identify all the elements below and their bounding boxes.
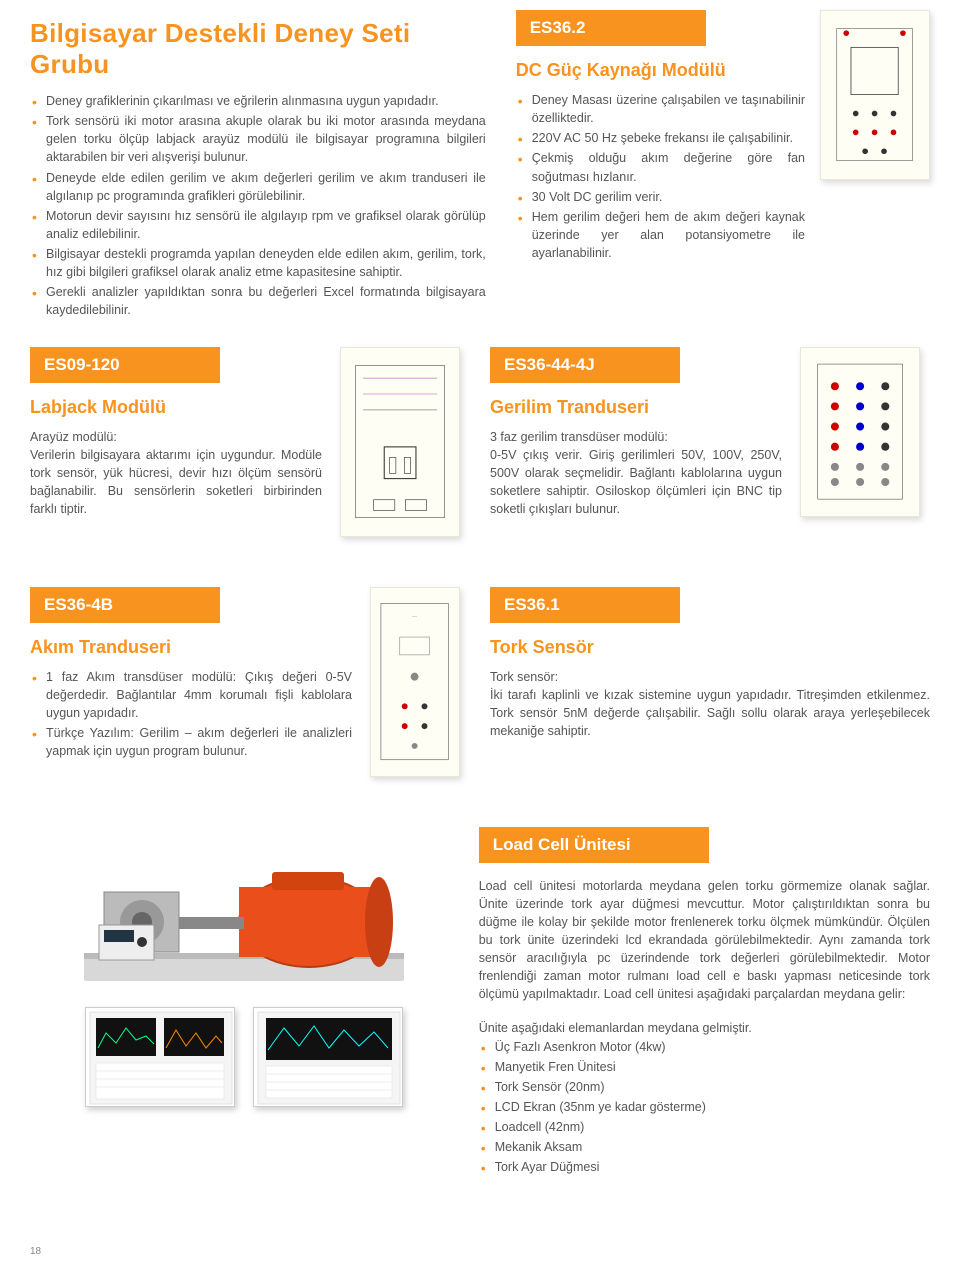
es09120-lead: Arayüz modülü: [30,428,322,446]
intro-block: Bilgisayar Destekli Deney Seti Grubu Den… [30,10,486,322]
es361-desc: İki tarafı kaplinli ve kızak sistemine u… [490,686,930,740]
es36444j-title: Gerilim Tranduseri [490,397,782,418]
loadcell-tag: Load Cell Ünitesi [479,827,709,863]
es36444j-lead: 3 faz gerilim transdüser modülü: [490,428,782,446]
loadcell-bullet: Loadcell (42nm) [481,1118,930,1136]
es361-title: Tork Sensör [490,637,930,658]
es364b-thumb: — [370,587,460,777]
es36444j-thumb [800,347,920,517]
es361-block: ES36.1 Tork Sensör Tork sensör: İki tara… [490,587,930,741]
loadcell-list-lead: Ünite aşağıdaki elemanlardan meydana gel… [479,1019,930,1037]
es361-lead: Tork sensör: [490,668,930,686]
es364b-block: ES36-4B Akım Tranduseri 1 faz Akım trans… [30,587,470,777]
intro-bullet: Bilgisayar destekli programda yapılan de… [32,245,486,281]
motor-photo [64,827,424,997]
page-number: 18 [0,1238,960,1265]
es362-bullets: Deney Masası üzerine çalışabilen ve taşı… [516,91,805,262]
es36444j-desc: 0-5V çıkış verir. Giriş gerilimleri 50V,… [490,446,782,519]
es09120-desc: Verilerin bilgisayara aktarımı için uygu… [30,446,322,519]
es09120-thumb [340,347,460,537]
loadcell-bullet: Tork Sensör (20nm) [481,1078,930,1096]
intro-bullet: Motorun devir sayısını hız sensörü ile a… [32,207,486,243]
es364b-tag: ES36-4B [30,587,220,623]
loadcell-desc: Load cell ünitesi motorlarda meydana gel… [479,877,930,1004]
es361-tag: ES36.1 [490,587,680,623]
es362-bullet: Çekmiş olduğu akım değerine göre fan soğ… [518,149,805,185]
intro-bullet: Gerekli analizler yapıldıktan sonra bu d… [32,283,486,319]
es09120-block: ES09-120 Labjack Modülü Arayüz modülü: V… [30,347,470,537]
loadcell-bullet: Mekanik Aksam [481,1138,930,1156]
intro-bullet: Deneyde elde edilen gerilim ve akım değe… [32,169,486,205]
es362-bullet: Deney Masası üzerine çalışabilen ve taşı… [518,91,805,127]
loadcell-bullets: Üç Fazlı Asenkron Motor (4kw) Manyetik F… [479,1038,930,1177]
es362-bullet: 220V AC 50 Hz şebeke frekansı ile çalışa… [518,129,805,147]
es362-tag: ES36.2 [516,10,706,46]
svg-text:—: — [413,614,418,619]
loadcell-bullet: Tork Ayar Düğmesi [481,1158,930,1176]
es364b-title: Akım Tranduseri [30,637,352,658]
es09120-tag: ES09-120 [30,347,220,383]
es364b-bullet: 1 faz Akım transdüser modülü: Çıkış değe… [32,668,352,722]
intro-bullet: Deney grafiklerinin çıkarılması ve eğril… [32,92,486,110]
screenshot-2 [253,1007,403,1107]
es09120-title: Labjack Modülü [30,397,322,418]
main-title: Bilgisayar Destekli Deney Seti Grubu [30,18,486,80]
es362-bullet: 30 Volt DC gerilim verir. [518,188,805,206]
es364b-bullets: 1 faz Akım transdüser modülü: Çıkış değe… [30,668,352,761]
es364b-bullet: Türkçe Yazılım: Gerilim – akım değerleri… [32,724,352,760]
es362-thumb [820,10,930,180]
es362-block: ES36.2 DC Güç Kaynağı Modülü Deney Masas… [516,10,805,322]
intro-bullets: Deney grafiklerinin çıkarılması ve eğril… [30,92,486,320]
es362-bullet: Hem gerilim değeri hem de akım değeri ka… [518,208,805,262]
loadcell-bullet: LCD Ekran (35nm ye kadar gösterme) [481,1098,930,1116]
es362-title: DC Güç Kaynağı Modülü [516,60,805,81]
es36444j-tag: ES36-44-4J [490,347,680,383]
loadcell-images [30,827,459,1107]
loadcell-block: Load Cell Ünitesi Load cell ünitesi moto… [479,827,930,1179]
es36444j-block: ES36-44-4J Gerilim Tranduseri 3 faz geri… [490,347,930,519]
screenshot-1 [85,1007,235,1107]
intro-bullet: Tork sensörü iki motor arasına akuple ol… [32,112,486,166]
loadcell-bullet: Manyetik Fren Ünitesi [481,1058,930,1076]
loadcell-bullet: Üç Fazlı Asenkron Motor (4kw) [481,1038,930,1056]
